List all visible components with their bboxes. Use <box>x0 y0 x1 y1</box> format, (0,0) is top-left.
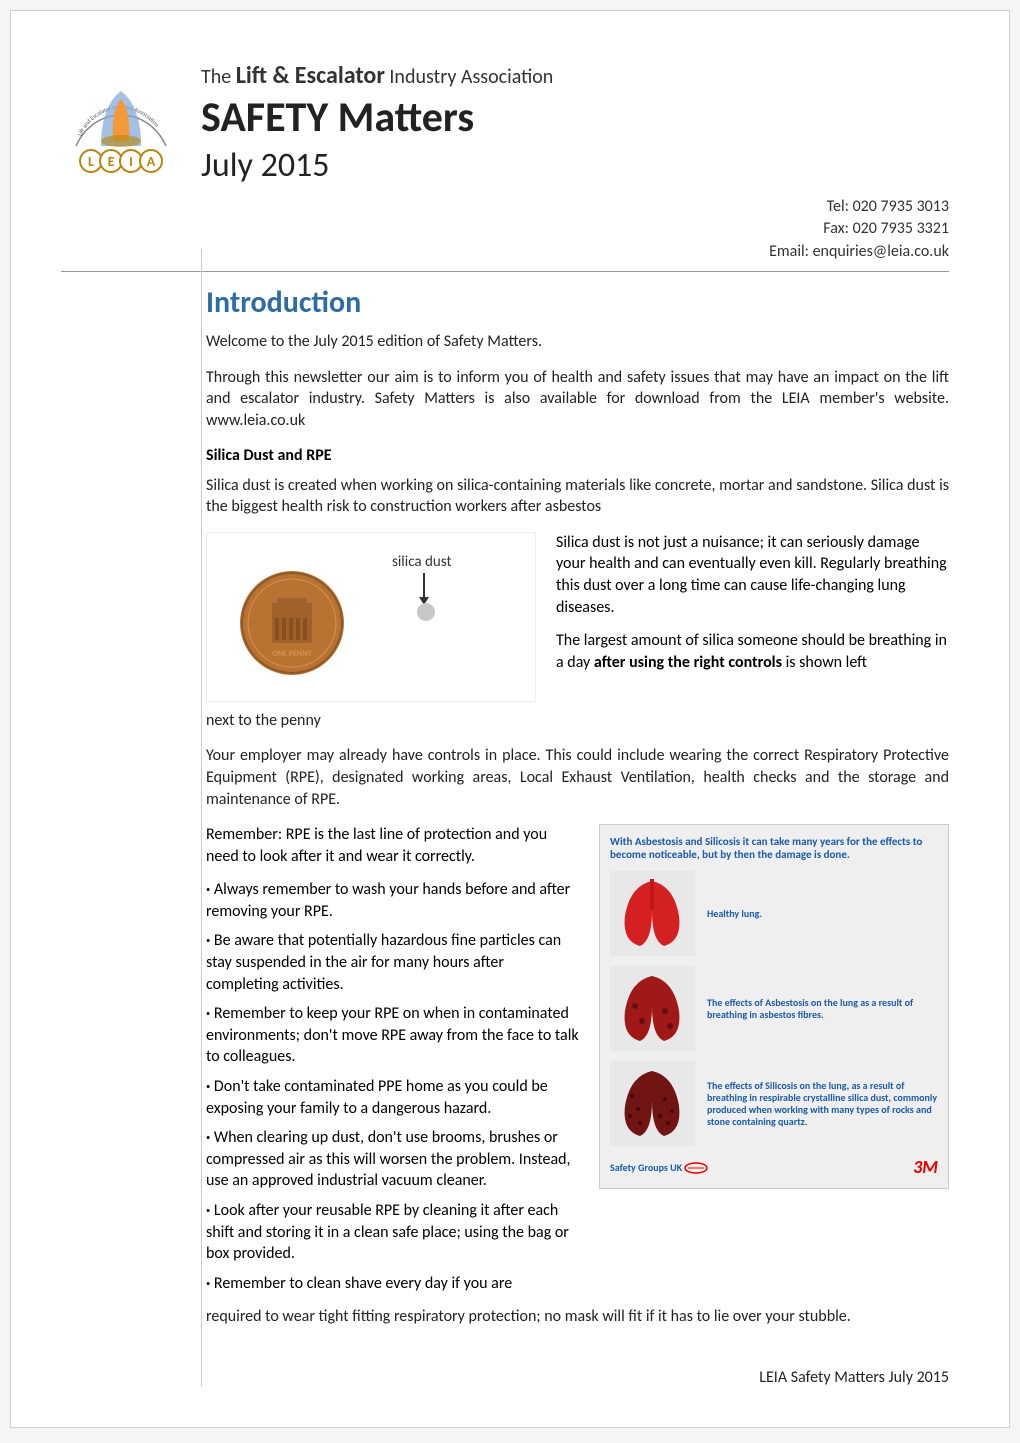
svg-text:L: L <box>88 153 94 170</box>
silica-dust-label: silica dust <box>392 553 451 571</box>
silica-dust-dot <box>417 603 435 621</box>
lung-row-1: The effects of Asbestosis on the lung as… <box>610 966 938 1051</box>
bullet-6-text: Remember to clean shave every day if you… <box>214 1274 512 1293</box>
content-area: Introduction Welcome to the July 2015 ed… <box>206 284 949 1328</box>
asbestosis-lung-icon <box>610 966 695 1051</box>
lung-figure-footer: Safety Groups UK 3M <box>610 1156 938 1178</box>
bullet-0: Always remember to wash your hands befor… <box>206 879 579 922</box>
intro-para1: Through this newsletter our aim is to in… <box>206 367 949 432</box>
remember-para: Remember: RPE is the last line of protec… <box>206 824 579 867</box>
page-footer: LEIA Safety Matters July 2015 <box>61 1368 949 1387</box>
silica-side-para2: The largest amount of silica someone sho… <box>556 630 949 673</box>
bullet-5: Look after your reusable RPE by cleaning… <box>206 1200 579 1265</box>
bullet-4-text: When clearing up dust, don't use brooms,… <box>206 1128 571 1190</box>
contact-block: Tel: 020 7935 3013 Fax: 020 7935 3321 Em… <box>201 196 949 263</box>
document-date: July 2015 <box>201 145 949 186</box>
lung-row-0: Healthy lung. <box>610 871 938 956</box>
3m-logo: 3M <box>913 1156 938 1178</box>
svg-text:ONE PENNY: ONE PENNY <box>272 649 312 659</box>
lung-caption-1: The effects of Asbestosis on the lung as… <box>707 997 938 1021</box>
silica-side-para1: Silica dust is not just a nuisance; it c… <box>556 532 949 618</box>
bullet-3-text: Don't take contaminated PPE home as you … <box>206 1077 548 1118</box>
content-left-border <box>201 249 202 1387</box>
silica-heading: Silica Dust and RPE <box>206 446 949 465</box>
silica-para1: Silica dust is created when working on s… <box>206 475 949 518</box>
healthy-lung-icon <box>610 871 695 956</box>
lung-caption-2: The effects of Silicosis on the lung, as… <box>707 1080 938 1128</box>
lung-row-2: The effects of Silicosis on the lung, as… <box>610 1061 938 1146</box>
contact-tel: Tel: 020 7935 3013 <box>201 196 949 218</box>
two-column-section: Remember: RPE is the last line of protec… <box>206 824 949 1302</box>
penny-row: ONE PENNY silica dust Silica dust is not… <box>206 532 949 702</box>
lung-figure-header: With Asbestosis and Silicosis it can tak… <box>610 835 938 861</box>
final-line: required to wear tight fitting respirato… <box>206 1306 949 1328</box>
bullet-0-text: Always remember to wash your hands befor… <box>206 880 570 921</box>
contact-email: Email: enquiries@leia.co.uk <box>201 241 949 263</box>
header-divider <box>61 271 949 272</box>
controls-para: Your employer may already have controls … <box>206 745 949 810</box>
svg-text:E: E <box>108 153 115 170</box>
silicosis-lung-icon <box>610 1061 695 1146</box>
assoc-strong: Lift & Escalator <box>236 61 385 90</box>
assoc-prefix: The <box>201 65 236 89</box>
bullet-2-text: Remember to keep your RPE on when in con… <box>206 1004 579 1066</box>
bullet-1: Be aware that potentially hazardous fine… <box>206 930 579 995</box>
penny-figure: ONE PENNY silica dust <box>206 532 536 702</box>
association-line: The Lift & Escalator Industry Associatio… <box>201 61 949 90</box>
safety-groups-text: Safety Groups UK <box>610 1161 682 1174</box>
document-page: Lift and Escalator Industry Association … <box>10 10 1010 1428</box>
logo-container: Lift and Escalator Industry Association … <box>61 61 181 186</box>
silica-side-text: Silica dust is not just a nuisance; it c… <box>556 532 949 702</box>
bullet-column: Remember: RPE is the last line of protec… <box>206 824 579 1302</box>
document-title: SAFETY Matters <box>201 92 949 143</box>
intro-welcome: Welcome to the July 2015 edition of Safe… <box>206 331 949 353</box>
next-to-penny: next to the penny <box>206 710 949 732</box>
header-text: The Lift & Escalator Industry Associatio… <box>201 61 949 263</box>
side-para2-post: is shown left <box>782 653 867 672</box>
contact-fax: Fax: 020 7935 3321 <box>201 218 949 240</box>
bullet-4: When clearing up dust, don't use brooms,… <box>206 1127 579 1192</box>
bullet-5-text: Look after your reusable RPE by cleaning… <box>206 1201 569 1263</box>
penny-coin-icon: ONE PENNY <box>237 568 347 678</box>
assoc-suffix: Industry Association <box>385 65 553 89</box>
header-block: Lift and Escalator Industry Association … <box>61 61 949 263</box>
bullet-3: Don't take contaminated PPE home as you … <box>206 1076 579 1119</box>
bullet-2: Remember to keep your RPE on when in con… <box>206 1003 579 1068</box>
svg-text:A: A <box>147 153 156 170</box>
safety-groups-logo: Safety Groups UK <box>610 1161 708 1175</box>
leia-logo: Lift and Escalator Industry Association … <box>61 61 181 181</box>
bullet-6: Remember to clean shave every day if you… <box>206 1273 579 1295</box>
svg-text:I: I <box>129 153 133 170</box>
side-para2-bold: after using the right controls <box>594 653 782 672</box>
lung-caption-0: Healthy lung. <box>707 908 938 920</box>
bullet-1-text: Be aware that potentially hazardous fine… <box>206 931 561 993</box>
lung-figure: With Asbestosis and Silicosis it can tak… <box>599 824 949 1189</box>
intro-heading: Introduction <box>206 284 949 321</box>
safety-groups-icon <box>684 1162 708 1174</box>
